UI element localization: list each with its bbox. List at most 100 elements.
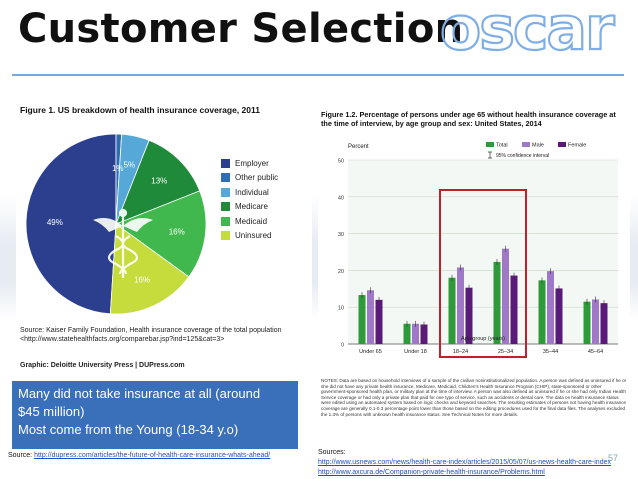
legend-swatch-total	[486, 142, 494, 147]
x-tick-label: 45–64	[588, 349, 603, 355]
x-axis-label: Age group (years)	[461, 336, 505, 342]
bar-total-4	[538, 280, 546, 344]
bar-male-2	[457, 267, 464, 344]
bar-female-5	[600, 303, 608, 344]
figure1-source-line1: Source: Kaiser Family Foundation, Health…	[20, 327, 282, 334]
figure2-caption-line1: Figure 1.2. Percentage of persons under …	[321, 110, 616, 119]
legend-label-total: Total	[496, 143, 508, 149]
figure1-panel: Figure 1. US breakdown of health insuran…	[16, 96, 312, 376]
x-tick-label: 25–34	[498, 349, 513, 355]
pie-label-employer: 49%	[47, 218, 63, 227]
legend-swatch	[221, 158, 230, 168]
pie-label-medicaid: 16%	[169, 228, 185, 237]
title-divider	[12, 74, 624, 76]
figure1-graphic-credit: Graphic: Deloitte University Press | DUP…	[20, 362, 185, 369]
x-tick-label: Under 18	[404, 349, 427, 355]
ci-legend-label: 95% confidence interval	[496, 153, 549, 159]
y-tick-label: 20	[338, 269, 344, 275]
legend-label: Uninsured	[235, 231, 272, 241]
bar-male-5	[592, 299, 599, 344]
figure1-caption: Figure 1. US breakdown of health insuran…	[20, 105, 260, 115]
legend-label: Employer	[235, 158, 269, 168]
figure2-notes-text: NOTES: Data are based on household inter…	[321, 378, 627, 417]
slide-number: 57	[608, 453, 619, 463]
oscar-logo: oscar	[439, 0, 616, 65]
callout-box: Many did not take insurance at all (arou…	[12, 381, 298, 449]
right-source-link-1[interactable]: http://www.usnews.com/news/health-care-i…	[318, 459, 611, 466]
legend-label-female: Female	[568, 143, 586, 149]
y-tick-label: 40	[338, 195, 344, 201]
pie-slice-employer	[25, 133, 117, 315]
pie-label-other-public: 1%	[112, 164, 124, 173]
figure1-pie-chart: 49% 1% 5% 13% 16% 16%	[25, 133, 207, 315]
legend-item-uninsured: Uninsured	[221, 229, 278, 244]
legend-item-medicaid: Medicaid	[221, 214, 278, 229]
x-tick-label: 18–24	[453, 349, 468, 355]
bar-total-3	[493, 261, 501, 344]
bar-female-1	[420, 324, 428, 344]
highlight-box	[439, 189, 527, 358]
figure1-source: Source: Kaiser Family Foundation, Health…	[20, 326, 312, 344]
bar-total-0	[358, 295, 366, 344]
figure2-caption: Figure 1.2. Percentage of persons under …	[321, 110, 627, 128]
pie-label-medicare: 13%	[151, 177, 167, 186]
figure2-bar-chart: 0 10 20 30 40 50 Percent Under 65 Under 18 18–24 2…	[338, 142, 618, 358]
bar-total-2	[448, 277, 456, 344]
figure1-source-line2: <http://www.statehealthfacts.org/compare…	[20, 336, 225, 343]
legend-swatch	[221, 173, 230, 183]
pie-slice-medicaid	[115, 190, 207, 278]
legend-swatch-male	[522, 142, 530, 147]
pie-slice-medicare	[115, 139, 201, 225]
legend-swatch	[221, 202, 230, 212]
right-source-link-2[interactable]: http://www.axcura.de/Companion-private-h…	[318, 469, 545, 476]
legend-swatch	[221, 216, 230, 226]
bar-female-2	[465, 287, 473, 344]
right-sources-label: Sources:	[318, 449, 346, 456]
legend-swatch	[221, 187, 230, 197]
x-tick-label: 35–44	[543, 349, 558, 355]
legend-item-individual: Individual	[221, 185, 278, 200]
legend-item-medicare: Medicare	[221, 200, 278, 215]
legend-label: Medicare	[235, 202, 268, 212]
legend-item-employer: Employer	[221, 156, 278, 171]
bar-female-0	[375, 299, 383, 344]
pie-label-individual: 5%	[124, 160, 136, 169]
legend-item-other-public: Other public	[221, 171, 278, 186]
y-tick-label: 10	[338, 306, 344, 312]
legend-label: Individual	[235, 187, 269, 197]
bar-female-4	[555, 288, 563, 344]
figure1-legend: Employer Other public Individual Medicare Me…	[221, 156, 278, 243]
callout-line1: Many did not take insurance at all (arou…	[18, 386, 261, 401]
right-sources: Sources: http://www.usnews.com/news/heal…	[318, 448, 611, 478]
plot-area	[348, 160, 618, 344]
y-tick-label: 30	[338, 232, 344, 238]
legend-label: Other public	[235, 173, 279, 183]
legend-swatch-female	[558, 142, 566, 147]
bar-total-5	[583, 301, 591, 344]
confidence-interval-icon	[488, 151, 492, 159]
figure2-panel: Figure 1.2. Percentage of persons under …	[318, 108, 630, 448]
y-tick-label: 0	[341, 343, 344, 349]
left-source-link[interactable]: http://dupress.com/articles/the-future-o…	[34, 452, 271, 459]
bar-male-0	[367, 290, 374, 344]
legend-swatch	[221, 231, 230, 241]
bar-male-1	[412, 323, 419, 344]
figure2-caption-line2: the time of interview, by age group and …	[321, 119, 542, 128]
slide-title: Customer Selection	[18, 6, 464, 52]
pie-label-uninsured: 16%	[134, 275, 150, 284]
callout-line2: $45 million)	[18, 404, 85, 419]
x-tick-label: Under 65	[359, 349, 382, 355]
left-source: Source: http://dupress.com/articles/the-…	[8, 452, 270, 459]
legend-label-male: Male	[532, 143, 544, 149]
pie-slice-uninsured	[109, 223, 190, 315]
figure2-notes: NOTES: Data are based on household inter…	[321, 378, 627, 417]
bar-total-1	[403, 323, 411, 344]
bar-female-3	[510, 275, 518, 344]
callout-line3: Most come from the Young (18-34 y.o)	[18, 422, 239, 437]
left-source-label: Source:	[8, 452, 35, 459]
bar-male-3	[502, 248, 509, 344]
legend-label: Medicaid	[235, 216, 268, 226]
bar-male-4	[547, 271, 554, 344]
y-axis-label: Percent	[348, 144, 369, 150]
caduceus-icon	[93, 208, 153, 278]
